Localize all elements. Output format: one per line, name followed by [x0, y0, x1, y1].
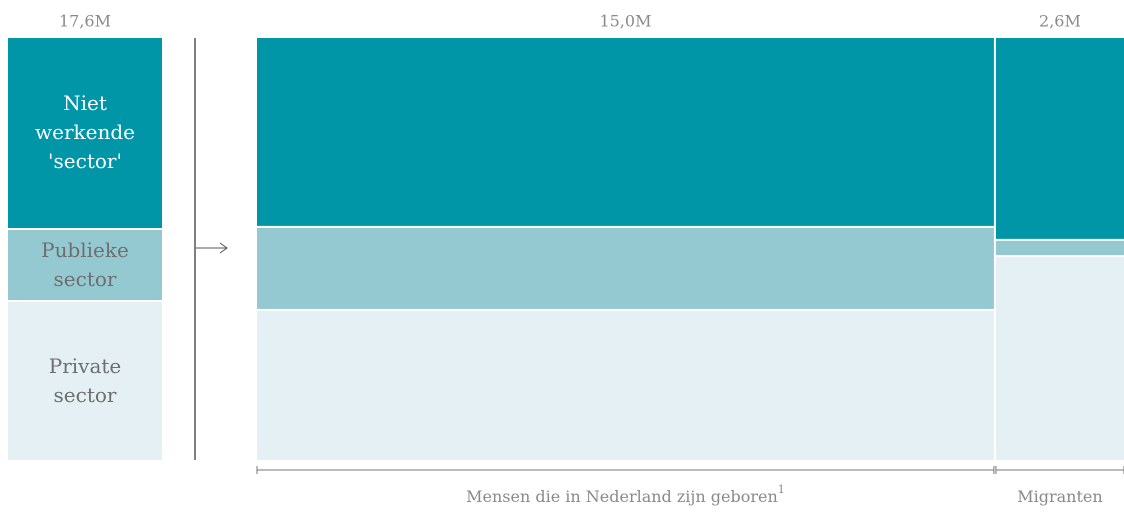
- column-segment: [257, 38, 994, 226]
- column-segment: [995, 240, 1124, 256]
- segment-label: Publieke sector: [41, 237, 129, 291]
- column-label: Mensen die in Nederland zijn geboren1: [466, 483, 785, 506]
- column-label: Migranten: [1017, 487, 1102, 506]
- column-name: Mensen die in Nederland zijn geboren: [466, 487, 778, 506]
- column-segment: [257, 310, 994, 460]
- column-segment: [995, 257, 1124, 460]
- column-segment: [995, 38, 1124, 239]
- segment-label: Private sector: [48, 353, 122, 407]
- column-total: 15,0M: [599, 12, 651, 31]
- total-segment: Publieke sector: [8, 229, 162, 300]
- segment-label: Niet werkende 'sector': [35, 91, 135, 174]
- total-label: 17,6M: [59, 12, 111, 31]
- column-segment: [257, 227, 994, 309]
- total-segment: Private sector: [8, 301, 162, 460]
- footnote: 1: [778, 483, 785, 496]
- arrow-head: [219, 242, 228, 254]
- column-total: 2,6M: [1039, 12, 1081, 31]
- total-segment: Niet werkende 'sector': [8, 38, 162, 228]
- column-name: Migranten: [1017, 487, 1102, 506]
